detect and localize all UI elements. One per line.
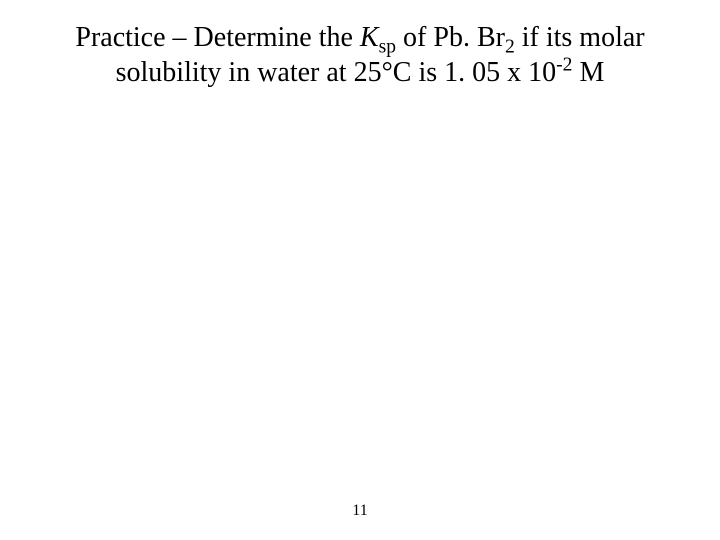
br-subscript: 2: [505, 37, 515, 58]
slide: Practice – Determine the Ksp of Pb. Br2 …: [0, 0, 720, 540]
slide-title: Practice – Determine the Ksp of Pb. Br2 …: [0, 20, 720, 90]
page-number: 11: [0, 502, 720, 520]
k-subscript: sp: [379, 37, 396, 58]
k-symbol: K: [360, 22, 379, 53]
title-text-mid1: of Pb. Br: [396, 22, 505, 53]
exponent: -2: [556, 55, 572, 76]
title-text-tail: M: [572, 57, 604, 88]
title-text-pre: Practice – Determine the: [75, 22, 360, 53]
